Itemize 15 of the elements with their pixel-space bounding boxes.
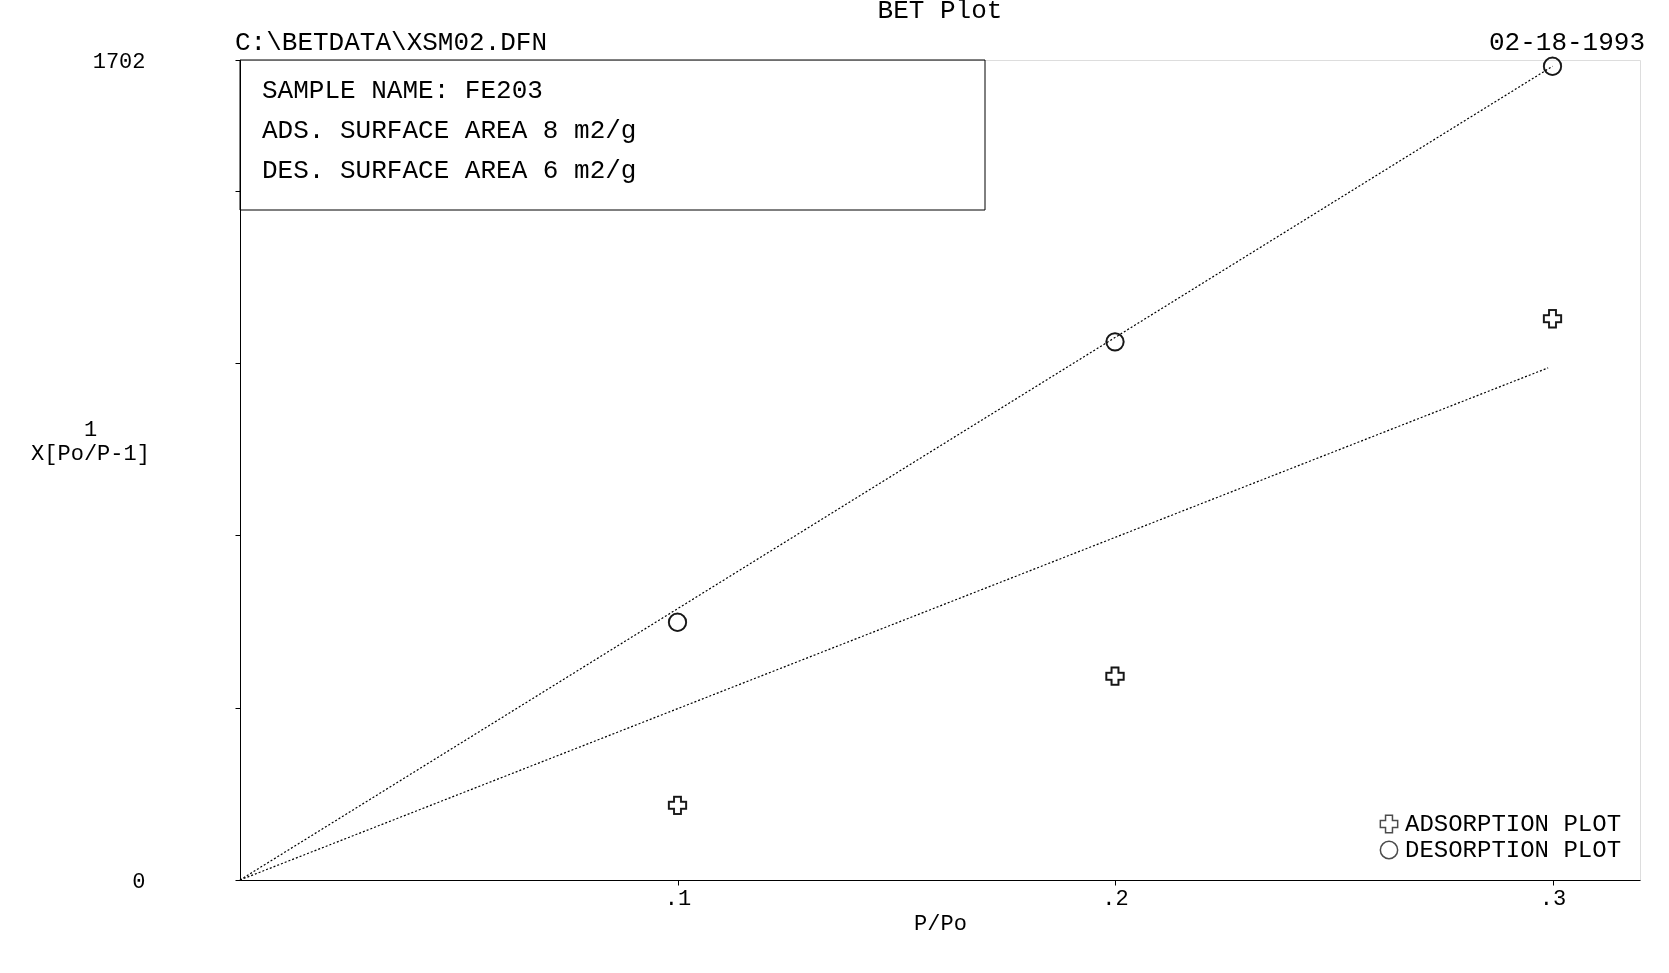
- y-tick-label: 1702: [92, 49, 146, 75]
- chart-title: BET Plot: [877, 0, 1003, 26]
- x-tick-label: .3: [1539, 886, 1567, 912]
- annotation: SAMPLE NAME: FE203: [262, 76, 543, 106]
- y-axis-title: 1 X[Po/P-1]: [31, 417, 150, 467]
- text: C:\BETDATA\XSM02.DFN: [235, 28, 548, 58]
- y-tick-label: 0: [132, 869, 146, 895]
- legend-label: ADSORPTION PLOT: [1405, 811, 1622, 838]
- x-tick-label: .2: [1102, 886, 1129, 912]
- annotation: DES. SURFACE AREA 6 m2/g: [262, 156, 637, 186]
- text: 02-18-1993: [1488, 28, 1645, 58]
- legend-label: DESORPTION PLOT: [1405, 837, 1622, 864]
- x-axis-title: P/Po: [914, 911, 967, 937]
- annotation: ADS. SURFACE AREA 8 m2/g: [262, 116, 637, 146]
- x-tick-label: .1: [664, 886, 692, 912]
